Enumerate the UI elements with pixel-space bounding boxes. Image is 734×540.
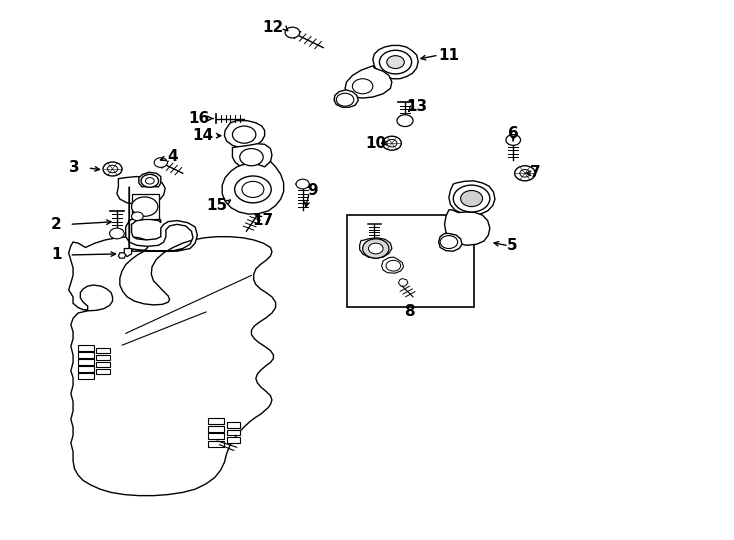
Circle shape: [235, 176, 271, 203]
Circle shape: [103, 162, 122, 176]
Text: 9: 9: [307, 183, 318, 198]
Circle shape: [145, 178, 154, 184]
Circle shape: [397, 114, 413, 126]
Circle shape: [352, 79, 373, 94]
Circle shape: [379, 50, 412, 74]
Polygon shape: [69, 237, 275, 496]
Bar: [346, 215, 474, 307]
Text: 7: 7: [530, 165, 540, 180]
Polygon shape: [382, 257, 404, 273]
Circle shape: [285, 27, 299, 38]
Text: 13: 13: [406, 99, 427, 113]
Bar: [227, 437, 240, 443]
Circle shape: [154, 158, 167, 167]
Bar: [208, 441, 225, 447]
Circle shape: [387, 56, 404, 69]
Bar: [78, 352, 94, 357]
Bar: [96, 348, 109, 353]
Text: 1: 1: [51, 247, 62, 262]
Circle shape: [382, 136, 401, 150]
Polygon shape: [225, 120, 265, 147]
Circle shape: [454, 185, 490, 212]
Bar: [78, 373, 94, 379]
Circle shape: [242, 181, 264, 198]
Bar: [96, 362, 109, 367]
Polygon shape: [345, 66, 392, 98]
Text: 15: 15: [206, 198, 228, 213]
Bar: [208, 426, 225, 431]
Circle shape: [368, 243, 383, 254]
Bar: [78, 366, 94, 372]
Text: 11: 11: [438, 48, 459, 63]
Bar: [227, 429, 240, 435]
Polygon shape: [233, 144, 272, 170]
Text: 14: 14: [192, 128, 214, 143]
Circle shape: [506, 134, 520, 145]
Polygon shape: [124, 248, 131, 256]
Polygon shape: [399, 279, 408, 286]
Circle shape: [131, 197, 158, 217]
Text: 2: 2: [51, 217, 62, 232]
Bar: [208, 433, 225, 439]
Polygon shape: [126, 187, 197, 251]
Polygon shape: [131, 194, 159, 219]
Polygon shape: [118, 253, 126, 258]
Text: 6: 6: [508, 125, 519, 140]
Circle shape: [440, 235, 458, 248]
Bar: [96, 369, 109, 374]
Circle shape: [296, 179, 309, 189]
Circle shape: [515, 166, 535, 181]
Circle shape: [240, 148, 264, 166]
Circle shape: [109, 228, 124, 239]
Bar: [78, 359, 94, 364]
Circle shape: [386, 260, 401, 271]
Bar: [227, 422, 240, 428]
Polygon shape: [334, 90, 358, 107]
Polygon shape: [439, 233, 462, 251]
Polygon shape: [117, 177, 165, 205]
Polygon shape: [222, 161, 283, 214]
Bar: [96, 355, 109, 360]
Polygon shape: [449, 181, 495, 215]
Bar: [78, 345, 94, 350]
Polygon shape: [373, 45, 418, 79]
Circle shape: [461, 191, 482, 207]
Circle shape: [131, 212, 143, 220]
Circle shape: [233, 126, 256, 143]
Text: 17: 17: [252, 213, 274, 228]
Bar: [208, 418, 225, 424]
Text: 12: 12: [263, 19, 284, 35]
Text: 4: 4: [167, 148, 178, 164]
Text: 10: 10: [366, 136, 386, 151]
Text: 16: 16: [188, 111, 209, 126]
Circle shape: [141, 174, 159, 187]
Polygon shape: [139, 172, 161, 187]
Text: 5: 5: [506, 238, 517, 253]
Polygon shape: [360, 238, 392, 258]
Text: 3: 3: [69, 160, 80, 176]
Circle shape: [336, 93, 354, 106]
Circle shape: [363, 239, 389, 258]
Text: 8: 8: [404, 305, 415, 319]
Polygon shape: [445, 210, 490, 245]
